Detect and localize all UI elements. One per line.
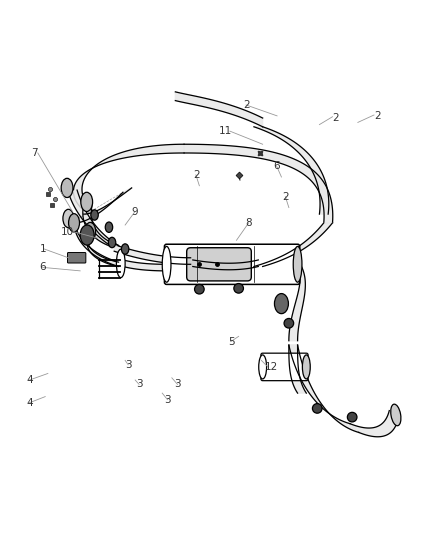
Ellipse shape: [284, 318, 293, 328]
Ellipse shape: [162, 246, 171, 282]
Text: 8: 8: [245, 218, 252, 228]
Polygon shape: [87, 234, 119, 266]
Text: 10: 10: [61, 227, 74, 237]
Polygon shape: [114, 245, 191, 264]
Ellipse shape: [117, 249, 125, 278]
Text: 2: 2: [193, 170, 199, 180]
Text: 4: 4: [26, 375, 33, 385]
Text: 2: 2: [374, 111, 381, 121]
Ellipse shape: [234, 284, 244, 293]
Ellipse shape: [63, 209, 74, 228]
Ellipse shape: [85, 222, 95, 241]
Text: 2: 2: [283, 192, 289, 201]
Polygon shape: [83, 203, 119, 247]
Text: 3: 3: [164, 394, 171, 405]
Ellipse shape: [81, 192, 92, 212]
Polygon shape: [68, 190, 119, 247]
Ellipse shape: [312, 403, 322, 413]
Ellipse shape: [91, 210, 98, 220]
Polygon shape: [193, 260, 258, 270]
FancyBboxPatch shape: [187, 248, 251, 281]
Polygon shape: [289, 345, 306, 393]
Ellipse shape: [69, 214, 80, 232]
Ellipse shape: [259, 355, 267, 379]
Polygon shape: [254, 127, 329, 214]
Polygon shape: [123, 260, 166, 271]
FancyBboxPatch shape: [261, 353, 308, 381]
Text: 1: 1: [40, 244, 46, 254]
Ellipse shape: [293, 246, 302, 282]
Text: 11: 11: [219, 126, 232, 136]
Text: 3: 3: [174, 379, 181, 390]
Polygon shape: [75, 225, 119, 266]
Text: 6: 6: [39, 262, 46, 272]
Text: 3: 3: [125, 360, 132, 370]
Text: 2: 2: [243, 100, 250, 110]
Ellipse shape: [275, 294, 288, 313]
Ellipse shape: [302, 355, 310, 379]
FancyBboxPatch shape: [164, 244, 300, 285]
Polygon shape: [175, 92, 263, 127]
Ellipse shape: [105, 222, 113, 232]
Text: 9: 9: [132, 207, 138, 217]
Text: 3: 3: [136, 379, 143, 390]
Polygon shape: [74, 144, 184, 214]
Ellipse shape: [391, 404, 401, 426]
Text: 2: 2: [332, 113, 339, 123]
Ellipse shape: [61, 179, 73, 198]
Ellipse shape: [108, 237, 116, 248]
Text: 5: 5: [228, 337, 234, 346]
Text: 12: 12: [265, 362, 278, 372]
Text: 4: 4: [26, 398, 33, 408]
Polygon shape: [289, 260, 305, 341]
Polygon shape: [184, 144, 333, 223]
Ellipse shape: [80, 225, 94, 245]
Ellipse shape: [347, 413, 357, 422]
Ellipse shape: [194, 285, 204, 294]
Polygon shape: [254, 223, 332, 266]
Ellipse shape: [121, 244, 129, 254]
Polygon shape: [350, 410, 398, 437]
FancyBboxPatch shape: [67, 253, 86, 263]
Text: 6: 6: [274, 161, 280, 171]
Polygon shape: [289, 345, 359, 432]
Text: 7: 7: [31, 148, 38, 158]
Polygon shape: [75, 188, 132, 223]
